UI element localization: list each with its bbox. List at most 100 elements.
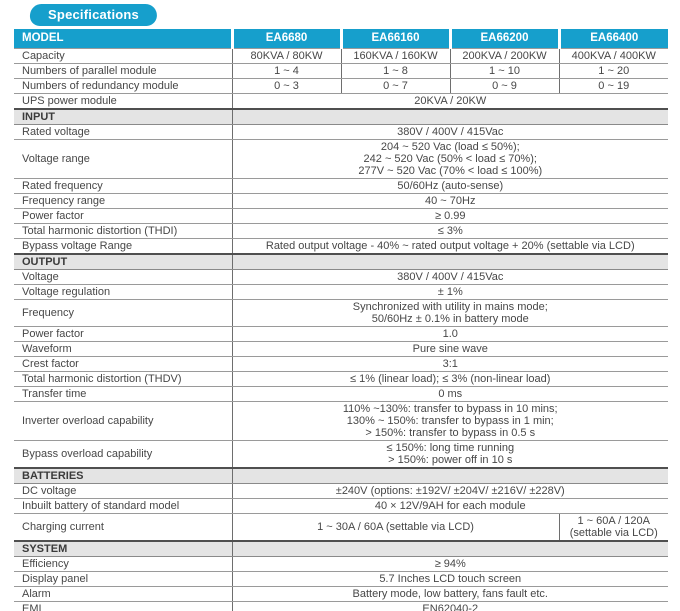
- spec-label: DC voltage: [14, 483, 232, 499]
- spec-value: ≤ 1% (linear load); ≤ 3% (non-linear loa…: [231, 371, 668, 387]
- spec-value: 50/60Hz (auto-sense): [231, 178, 668, 194]
- spec-label: Bypass overload capability: [14, 440, 232, 469]
- table-row: EMI EN62040-2: [14, 601, 668, 611]
- table-row: Frequency range 40 ~ 70Hz: [14, 193, 668, 209]
- table-row: Power factor ≥ 0.99: [14, 208, 668, 224]
- spec-value: 110% ~130%: transfer to bypass in 10 min…: [231, 401, 668, 441]
- spec-label: Total harmonic distortion (THDV): [14, 371, 232, 387]
- spec-label: Alarm: [14, 586, 232, 602]
- table-row: DC voltage ±240V (options: ±192V/ ±204V/ …: [14, 483, 668, 499]
- spec-value: ± 1%: [231, 284, 668, 300]
- section-title: SYSTEM: [14, 540, 232, 557]
- spec-table: MODEL EA6680 EA66160 EA66200 EA66400 Cap…: [14, 29, 668, 611]
- table-row: Voltage range 204 ~ 520 Vac (load ≤ 50%);…: [14, 139, 668, 179]
- spec-value: 380V / 400V / 415Vac: [231, 269, 668, 285]
- spec-value: 200KVA / 200KW: [449, 48, 559, 64]
- spec-value: 80KVA / 80KW: [231, 48, 341, 64]
- spec-label: EMI: [14, 601, 232, 611]
- spec-table-body: Capacity 80KVA / 80KW 160KVA / 160KW 200KVA…: [14, 48, 668, 611]
- spec-value: Rated output voltage - 40% ~ rated outpu…: [231, 238, 668, 255]
- spec-label: Rated frequency: [14, 178, 232, 194]
- spec-value: 0 ~ 3: [231, 78, 341, 94]
- spec-label: Display panel: [14, 571, 232, 587]
- spec-label: UPS power module: [14, 93, 232, 110]
- spec-value: 1 ~ 20: [558, 63, 668, 79]
- spec-value: 1 ~ 10: [449, 63, 559, 79]
- table-row: Rated frequency 50/60Hz (auto-sense): [14, 178, 668, 194]
- section-fill: [231, 540, 668, 557]
- table-row: UPS power module 20KVA / 20KW: [14, 93, 668, 110]
- model-column-ea66400: EA66400: [557, 29, 668, 49]
- spec-label: Numbers of redundancy module: [14, 78, 232, 94]
- table-row: Total harmonic distortion (THDV) ≤ 1% (li…: [14, 371, 668, 387]
- table-row: Inbuilt battery of standard model 40 × 12…: [14, 498, 668, 514]
- section-header-row: BATTERIES: [14, 467, 668, 484]
- spec-value: 400KVA / 400KW: [558, 48, 668, 64]
- model-column-ea6680: EA6680: [230, 29, 341, 49]
- table-row: Power factor 1.0: [14, 326, 668, 342]
- spec-label: Inbuilt battery of standard model: [14, 498, 232, 514]
- spec-value: Synchronized with utility in mains mode;…: [231, 299, 668, 327]
- spec-label: Frequency range: [14, 193, 232, 209]
- spec-label: Transfer time: [14, 386, 232, 402]
- section-fill: [231, 108, 668, 125]
- table-row: Waveform Pure sine wave: [14, 341, 668, 357]
- spec-label: Capacity: [14, 48, 232, 64]
- table-row: Voltage regulation ± 1%: [14, 284, 668, 300]
- table-row: Alarm Battery mode, low battery, fans fau…: [14, 586, 668, 602]
- spec-label: Power factor: [14, 208, 232, 224]
- spec-value: 0 ~ 9: [449, 78, 559, 94]
- section-title: BATTERIES: [14, 467, 232, 484]
- spec-value: EN62040-2: [231, 601, 668, 611]
- spec-value: ≤ 3%: [231, 223, 668, 239]
- spec-label: Frequency: [14, 299, 232, 327]
- spec-value: 40 × 12V/9AH for each module: [231, 498, 668, 514]
- section-header-row: OUTPUT: [14, 253, 668, 270]
- section-title: INPUT: [14, 108, 232, 125]
- table-row: Bypass voltage Range Rated output voltage…: [14, 238, 668, 255]
- spec-value: 40 ~ 70Hz: [231, 193, 668, 209]
- spec-label: Waveform: [14, 341, 232, 357]
- model-column-ea66160: EA66160: [339, 29, 450, 49]
- spec-label: Power factor: [14, 326, 232, 342]
- spec-value: ±240V (options: ±192V/ ±204V/ ±216V/ ±22…: [231, 483, 668, 499]
- spec-value: 0 ms: [231, 386, 668, 402]
- table-row: Rated voltage 380V / 400V / 415Vac: [14, 124, 668, 140]
- spec-value: Battery mode, low battery, fans fault et…: [231, 586, 668, 602]
- section-fill: [231, 253, 668, 270]
- table-row: Crest factor 3:1: [14, 356, 668, 372]
- table-row: Voltage 380V / 400V / 415Vac: [14, 269, 668, 285]
- spec-value: Pure sine wave: [231, 341, 668, 357]
- table-row: Inverter overload capability 110% ~130%: …: [14, 401, 668, 441]
- spec-value: 1 ~ 30A / 60A (settable via LCD): [231, 513, 559, 542]
- spec-value: 0 ~ 7: [340, 78, 450, 94]
- spec-label: Bypass voltage Range: [14, 238, 232, 255]
- model-header-row: MODEL EA6680 EA66160 EA66200 EA66400: [14, 29, 668, 49]
- model-column-ea66200: EA66200: [448, 29, 559, 49]
- spec-label: Inverter overload capability: [14, 401, 232, 441]
- spec-label: Voltage regulation: [14, 284, 232, 300]
- spec-value: 0 ~ 19: [558, 78, 668, 94]
- table-row: Frequency Synchronized with utility in ma…: [14, 299, 668, 327]
- spec-label: Total harmonic distortion (THDI): [14, 223, 232, 239]
- spec-value: 1.0: [231, 326, 668, 342]
- table-row: Efficiency ≥ 94%: [14, 556, 668, 572]
- table-row: Bypass overload capability ≤ 150%: long t…: [14, 440, 668, 469]
- spec-value: ≤ 150%: long time running > 150%: power …: [231, 440, 668, 469]
- page-title: Specifications: [48, 7, 139, 22]
- spec-label: Charging current: [14, 513, 232, 542]
- section-fill: [231, 467, 668, 484]
- spec-value: 3:1: [231, 356, 668, 372]
- spec-value: 20KVA / 20KW: [231, 93, 668, 110]
- table-row: Transfer time 0 ms: [14, 386, 668, 402]
- spec-value: ≥ 0.99: [231, 208, 668, 224]
- spec-value: 204 ~ 520 Vac (load ≤ 50%); 242 ~ 520 Va…: [231, 139, 668, 179]
- section-header-row: INPUT: [14, 108, 668, 125]
- model-header-label: MODEL: [14, 29, 232, 49]
- spec-value: ≥ 94%: [231, 556, 668, 572]
- section-title: OUTPUT: [14, 253, 232, 270]
- section-header-row: SYSTEM: [14, 540, 668, 557]
